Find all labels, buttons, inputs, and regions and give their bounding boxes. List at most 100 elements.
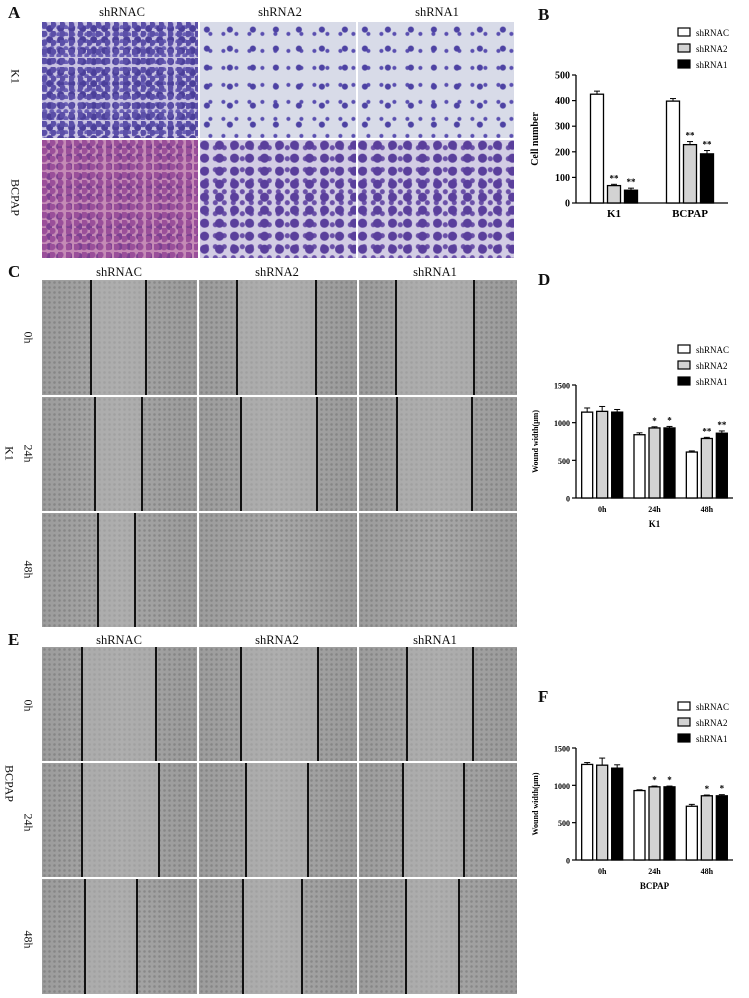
chart-f-bar-48h-shrnac [685, 805, 698, 861]
chart-d-sig-24h-shrna2: * [652, 416, 657, 426]
chart-f-category-24h: 24h [648, 867, 661, 876]
transwell-image-k1-shrna2 [200, 22, 356, 138]
chart-b-sig-k1-shrna1: ** [627, 177, 637, 187]
wound-image-k1-48h-shrna2 [199, 513, 357, 627]
chart-b-bar-k1-shrna2 [606, 184, 622, 204]
wound-image-bcpap-0h-shrna2 [199, 647, 357, 761]
chart-f-legend-label-shrna2: shRNA2 [696, 718, 728, 728]
chart-b-legend-label-shrna2: shRNA2 [696, 44, 728, 54]
chart-b-category-k1: K1 [607, 208, 621, 220]
chart-d-bar-0h-shrna2 [596, 410, 609, 499]
chart-f-bar-0h-shrna2 [596, 764, 609, 861]
wound-image-k1-48h-shrnac [42, 513, 197, 627]
chart-f-ytick-label-500: 500 [558, 819, 570, 828]
panel-b-label: B [538, 5, 550, 24]
chart-b-bar-bcpap-shrna1 [699, 153, 715, 204]
wound-image-bcpap-48h-shrnac [42, 879, 197, 994]
wound-image-bcpap-24h-shrna2 [199, 763, 357, 877]
chart-b-sig-k1-shrna2: ** [610, 173, 620, 183]
chart-f-bar-0h-shrna1 [611, 767, 624, 861]
wound-image-bcpap-24h-shrna1 [359, 763, 517, 877]
chart-b-sig-bcpap-shrna2: ** [686, 131, 696, 141]
chart-f-category-0h: 0h [598, 867, 607, 876]
wound-image-k1-24h-shrna2 [199, 397, 357, 511]
chart-d-bar-48h-shrnac [685, 451, 698, 499]
wound-image-bcpap-48h-shrna2 [199, 879, 357, 994]
panel-c-col-shrna2: shRNA2 [255, 265, 299, 279]
chart-f-category-48h: 48h [701, 867, 714, 876]
chart-d-legend-swatch-shrnac [677, 344, 691, 354]
panel-c-group-k1: K1 [2, 446, 17, 461]
chart-b-legend-swatch-shrna2 [677, 43, 691, 53]
panel-a-col-shrna2: shRNA2 [258, 5, 302, 19]
chart-d-sig-24h-shrna1: * [667, 415, 672, 425]
wound-image-k1-48h-shrna1 [359, 513, 517, 627]
chart-f-legend-swatch-shrnac [677, 701, 691, 711]
wound-image-k1-0h-shrna2 [199, 280, 357, 395]
panel-c-row-24h: 24h [21, 444, 36, 463]
chart-f-ytick-label-0: 0 [566, 857, 570, 866]
panel-a-col-shrna1: shRNA1 [415, 5, 459, 19]
chart-f-bar-24h-shrna1 [663, 786, 676, 861]
chart-b-bar-bcpap-shrna2 [682, 143, 698, 204]
chart-d-legend-label-shrnac: shRNAC [696, 345, 729, 355]
chart-d-sig-48h-shrna2: ** [702, 426, 712, 436]
chart-d-ytick-label-500: 500 [558, 457, 570, 466]
panel-e-col-shrnac: shRNAC [96, 633, 142, 647]
wound-image-bcpap-0h-shrna1 [359, 647, 517, 761]
chart-f-ytick-label-1000: 1000 [554, 782, 570, 791]
panel-c-row-48h: 48h [21, 560, 36, 579]
chart-d-legend-label-shrna2: shRNA2 [696, 361, 728, 371]
chart-f-legend-label-shrna1: shRNA1 [696, 734, 728, 744]
transwell-image-bcpap-shrna2 [200, 140, 356, 258]
chart-d-category-24h: 24h [648, 505, 661, 514]
panel-d-label: D [538, 270, 551, 289]
chart-d: shRNAC shRNA2 shRNA1 0 500 1000 1500 Wound widt… [531, 344, 733, 529]
chart-d-category-48h: 48h [701, 505, 714, 514]
chart-b-bar-bcpap-shrnac [665, 100, 681, 204]
chart-b-ytick-label-400: 400 [555, 96, 570, 107]
chart-d-ylabel: Wound width(μm) [531, 410, 540, 473]
panel-c-col-shrnac: shRNAC [96, 265, 142, 279]
chart-b-legend-label-shrnac: shRNAC [696, 28, 729, 38]
chart-f-bar-24h-shrnac [633, 789, 646, 861]
chart-d-bar-24h-shrna1 [663, 427, 676, 499]
panel-e-row-48h: 48h [21, 930, 36, 949]
panel-c-label: C [8, 262, 21, 281]
chart-b: shRNAC shRNA2 shRNA1 0 100 200 300 400 500 Cell n… [530, 27, 729, 220]
chart-f-bar-48h-shrna2 [700, 795, 713, 861]
chart-f-sig-48h-shrna2: * [705, 784, 710, 794]
chart-f-xlabel: BCPAP [640, 881, 670, 891]
transwell-image-bcpap-shrna1 [358, 140, 514, 258]
wound-image-k1-0h-shrna1 [359, 280, 517, 395]
chart-b-bar-k1-shrna1 [623, 189, 639, 204]
chart-b-ytick-label-500: 500 [555, 71, 570, 82]
chart-b-ytick-label-200: 200 [555, 147, 570, 158]
chart-b-legend-label-shrna1: shRNA1 [696, 60, 728, 70]
chart-b-ytick-label-300: 300 [555, 122, 570, 133]
chart-d-bar-24h-shrnac [633, 434, 646, 499]
transwell-image-bcpap-shrnac [42, 140, 198, 258]
chart-d-category-0h: 0h [598, 505, 607, 514]
chart-f-bar-24h-shrna2 [648, 786, 661, 861]
chart-d-bar-0h-shrnac [581, 411, 594, 499]
chart-b-category-bcpap: BCPAP [672, 208, 708, 220]
wound-image-bcpap-48h-shrna1 [359, 879, 517, 994]
panel-e-label: E [8, 630, 20, 649]
chart-f-legend-swatch-shrna1 [677, 733, 691, 743]
chart-d-legend-label-shrna1: shRNA1 [696, 377, 728, 387]
panel-a-col-shrnac: shRNAC [99, 5, 145, 19]
chart-f-sig-24h-shrna1: * [667, 775, 672, 785]
chart-f-bar-48h-shrna1 [715, 795, 728, 861]
chart-f-legend-label-shrnac: shRNAC [696, 702, 729, 712]
panel-e-group-bcpap: BCPAP [2, 765, 17, 802]
panel-f-label: F [538, 687, 549, 706]
panel-a-row-k1: K1 [8, 69, 23, 84]
panel-e-row-0h: 0h [21, 699, 36, 712]
chart-f-bar-0h-shrnac [581, 763, 594, 861]
chart-d-bar-48h-shrna1 [715, 432, 728, 499]
chart-d-ytick-label-1000: 1000 [554, 419, 570, 428]
chart-f-sig-24h-shrna2: * [652, 775, 657, 785]
chart-d-ytick-label-0: 0 [566, 495, 570, 504]
panel-a-row-bcpap: BCPAP [8, 179, 23, 216]
